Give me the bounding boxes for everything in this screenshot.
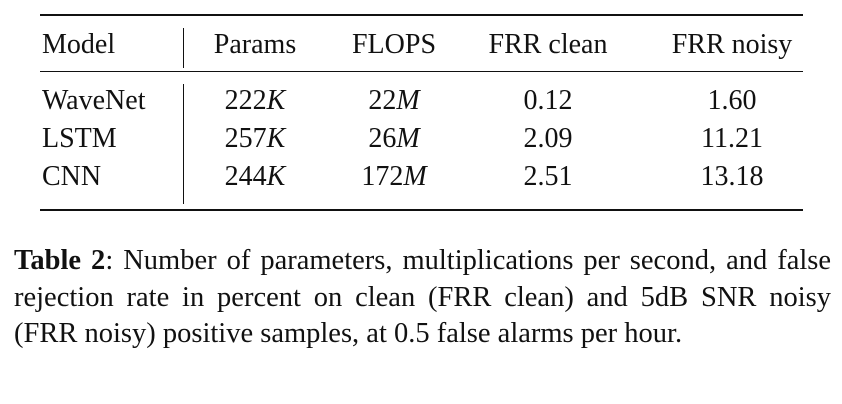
table-cell: 257K [224, 123, 286, 154]
unit: M [396, 85, 420, 116]
table-cell: 244K [224, 161, 286, 192]
table-cell: 1.60 [707, 85, 757, 116]
bottom-rule [40, 209, 803, 212]
table-cell: 13.18 [700, 161, 764, 192]
column-separator [183, 84, 185, 204]
table-cell: 11.21 [701, 123, 763, 154]
table-cell: 2.09 [523, 123, 573, 154]
mid-rule [40, 71, 803, 73]
header-cell: FRR clean [488, 29, 608, 60]
header-cell: FRR noisy [671, 29, 793, 60]
header-cell: Params [213, 29, 297, 60]
unit: M [396, 123, 420, 154]
table-cell: CNN [42, 161, 102, 192]
table-cell: 222K [224, 85, 286, 116]
table-cell: 26M [368, 123, 420, 154]
caption-text: : Number of parameters, multiplications … [14, 245, 832, 349]
unit: K [266, 85, 286, 116]
unit: K [266, 123, 286, 154]
table-cell: 172M [361, 161, 427, 192]
header-cell: Model [42, 29, 116, 60]
header-cell: FLOPS [351, 29, 437, 60]
caption-label: Table 2 [14, 245, 106, 276]
top-rule [40, 14, 803, 17]
table-cell: 2.51 [523, 161, 573, 192]
table-cell: WaveNet [42, 85, 146, 116]
unit: K [266, 161, 286, 192]
unit: M [403, 161, 427, 192]
column-separator [183, 28, 185, 68]
table-cell: LSTM [42, 123, 117, 154]
caption: Table 2: Number of parameters, multiplic… [14, 243, 831, 353]
table-cell: 0.12 [523, 85, 573, 116]
table-cell: 22M [368, 85, 420, 116]
